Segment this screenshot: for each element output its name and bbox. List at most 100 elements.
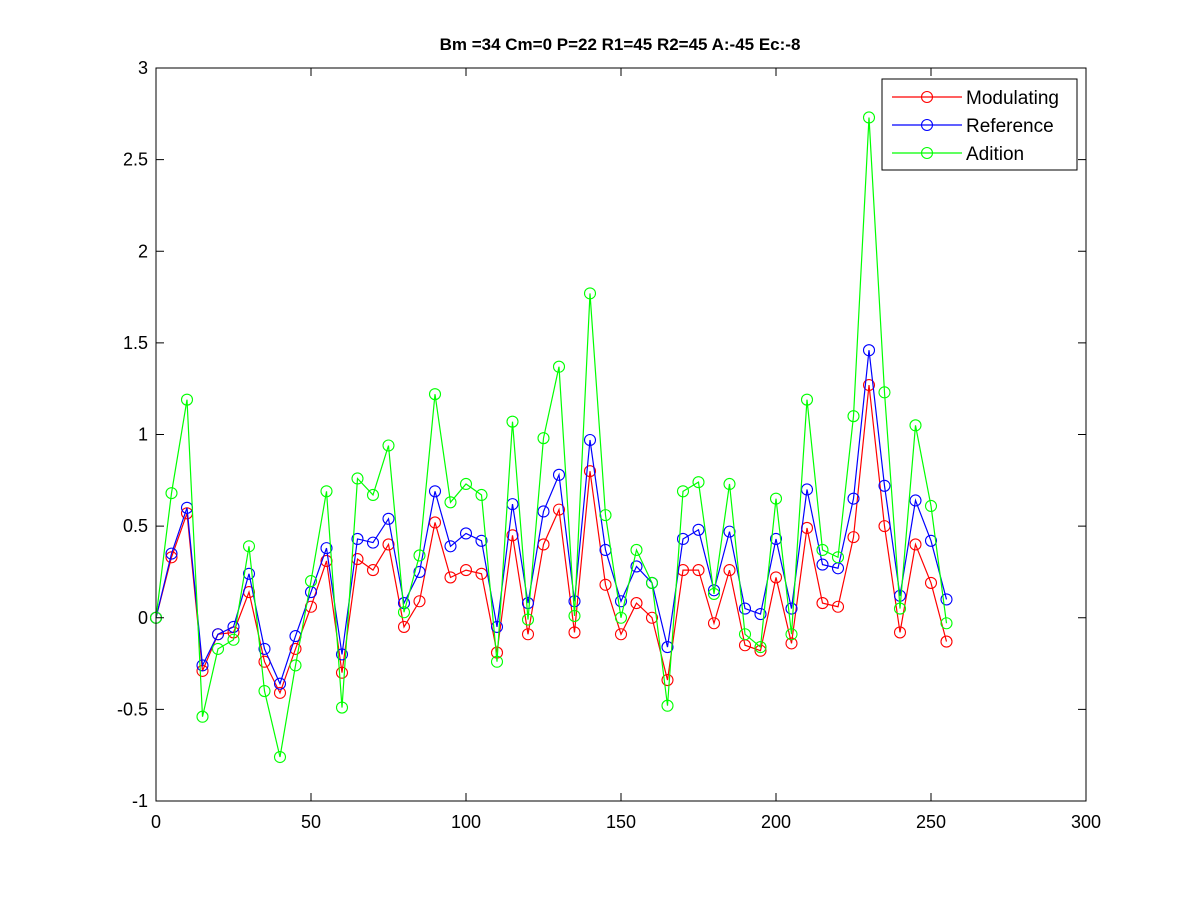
data-point: [583, 433, 597, 447]
data-point: [413, 549, 426, 562]
data-point: [769, 492, 783, 505]
data-point: [769, 532, 783, 546]
legend-marker: [920, 90, 934, 104]
data-point: [273, 677, 287, 690]
data-point: [800, 393, 814, 406]
data-point: [924, 576, 938, 589]
data-point: [630, 543, 643, 556]
x-tick-label: 300: [1071, 812, 1101, 832]
data-point: [475, 534, 488, 547]
data-point: [893, 602, 907, 615]
data-point: [847, 492, 860, 505]
data-point: [878, 386, 891, 399]
legend: Modulating Reference Adition: [881, 78, 1078, 171]
legend-item-reference: Reference: [892, 116, 1054, 137]
legend-label: Reference: [966, 116, 1054, 137]
data-point: [552, 360, 566, 373]
data-point: [444, 496, 457, 509]
x-tick-label: 0: [151, 812, 161, 832]
data-point: [180, 393, 194, 406]
data-point: [490, 655, 504, 668]
data-point: [304, 575, 318, 588]
data-point: [165, 487, 178, 500]
data-point: [862, 344, 876, 357]
data-point: [909, 419, 922, 432]
data-point: [459, 527, 473, 540]
legend-label: Adition: [966, 144, 1024, 165]
data-point: [366, 488, 380, 502]
data-point: [521, 613, 535, 626]
legend-marker: [920, 146, 934, 160]
data-point: [692, 476, 705, 489]
series-adition: [149, 111, 953, 764]
data-point: [599, 509, 612, 522]
data-point: [289, 642, 302, 655]
data-point: [289, 659, 302, 672]
x-tick-label: 150: [606, 812, 636, 832]
data-point: [909, 538, 922, 551]
data-point: [676, 485, 690, 498]
x-tick-label: 200: [761, 812, 791, 832]
data-point: [614, 595, 628, 608]
data-point: [661, 699, 674, 712]
y-tick-label: -1: [132, 791, 148, 811]
data-point: [924, 534, 938, 547]
data-point: [785, 602, 798, 615]
data-point: [785, 628, 798, 641]
data-point: [320, 542, 333, 555]
data-point: [475, 488, 488, 502]
data-point: [413, 595, 426, 608]
data-point: [537, 505, 550, 518]
data-point: [924, 499, 938, 513]
data-point: [196, 659, 209, 672]
data-point: [583, 287, 597, 300]
data-point: [816, 597, 829, 610]
axes-layer: 0 50 100 150 200 250 300 -1 -0.5 0 0.5 1 1.5 2 2.5 3: [117, 58, 1101, 832]
data-point: [552, 503, 566, 516]
y-tick-label: 2.5: [123, 150, 148, 170]
data-point: [707, 584, 721, 597]
y-tick-label: 3: [138, 58, 148, 78]
data-point: [940, 617, 953, 630]
data-point: [862, 378, 876, 392]
data-point: [397, 620, 411, 633]
data-point: [847, 531, 860, 544]
data-point: [537, 432, 550, 445]
data-point: [335, 648, 349, 661]
x-tick-label: 100: [451, 812, 481, 832]
data-point: [614, 628, 628, 641]
data-point: [661, 674, 674, 687]
data-point: [273, 750, 287, 764]
data-point: [645, 576, 659, 589]
x-tick-label: 250: [916, 812, 946, 832]
data-point: [428, 485, 442, 498]
legend-item-adition: Adition: [892, 144, 1024, 165]
data-point: [335, 666, 349, 679]
data-point: [738, 602, 752, 615]
data-point: [382, 538, 395, 551]
data-point: [366, 536, 380, 549]
data-point: [459, 477, 473, 491]
data-point: [258, 684, 271, 698]
data-point: [227, 633, 240, 646]
x-tick-label: 50: [301, 812, 321, 832]
y-tick-label: 0.5: [123, 516, 148, 536]
data-point: [754, 641, 767, 654]
data-point: [816, 558, 829, 571]
data-point: [909, 494, 922, 507]
series-layer: [149, 111, 953, 764]
data-point: [258, 642, 271, 655]
data-point: [645, 611, 659, 624]
data-point: [816, 543, 829, 556]
data-point: [273, 686, 287, 699]
y-tick-label: -0.5: [117, 699, 148, 719]
data-point: [707, 617, 721, 630]
data-point: [630, 597, 643, 610]
data-point: [428, 388, 442, 401]
data-point: [459, 564, 473, 577]
data-point: [630, 560, 643, 573]
data-point: [599, 578, 612, 591]
data-point: [940, 635, 953, 648]
data-point: [831, 551, 845, 564]
